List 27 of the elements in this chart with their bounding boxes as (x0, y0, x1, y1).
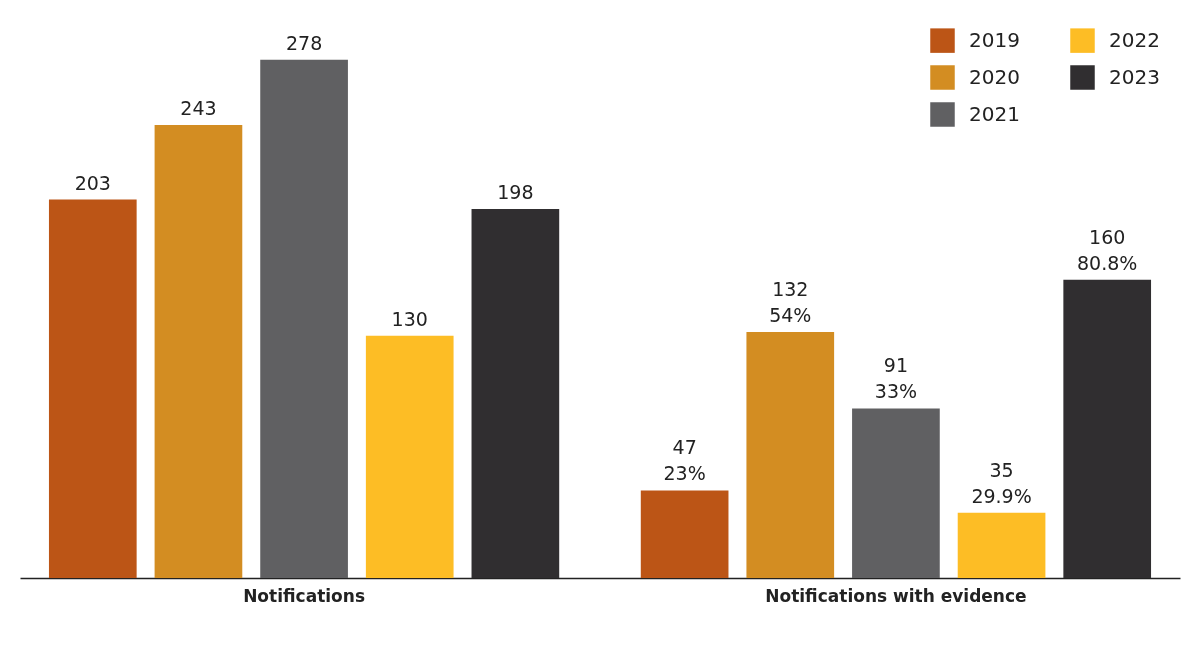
legend-label: 2021 (969, 101, 1020, 126)
bar (260, 59, 348, 578)
data-label: 160 80.8% (1077, 225, 1138, 274)
legend-label: 2019 (969, 27, 1020, 52)
data-label: 130 (391, 307, 428, 330)
data-label: 91 33% (874, 354, 918, 403)
bar (365, 335, 454, 578)
data-label: 198 (497, 180, 534, 203)
bar (471, 208, 560, 578)
legend-label: 2022 (1109, 27, 1160, 52)
data-label: 203 (74, 171, 111, 194)
x-tick-label: Notifications (243, 585, 366, 606)
data-label: 278 (285, 31, 323, 54)
data-label: 132 54% (769, 277, 812, 326)
legend-label: 2020 (969, 64, 1020, 89)
legend-label: 2023 (1109, 64, 1160, 89)
x-tick-label: Notifications with evidence (765, 585, 1027, 606)
bar (746, 331, 835, 578)
bar (48, 199, 137, 578)
data-label: 243 (180, 97, 217, 120)
bar (154, 125, 243, 578)
bar (957, 512, 1046, 578)
data-label: 47 23% (663, 436, 706, 485)
data-label: 35 29.9% (971, 458, 1032, 507)
bar (640, 490, 729, 578)
bar (852, 408, 940, 578)
bar (1063, 279, 1152, 578)
